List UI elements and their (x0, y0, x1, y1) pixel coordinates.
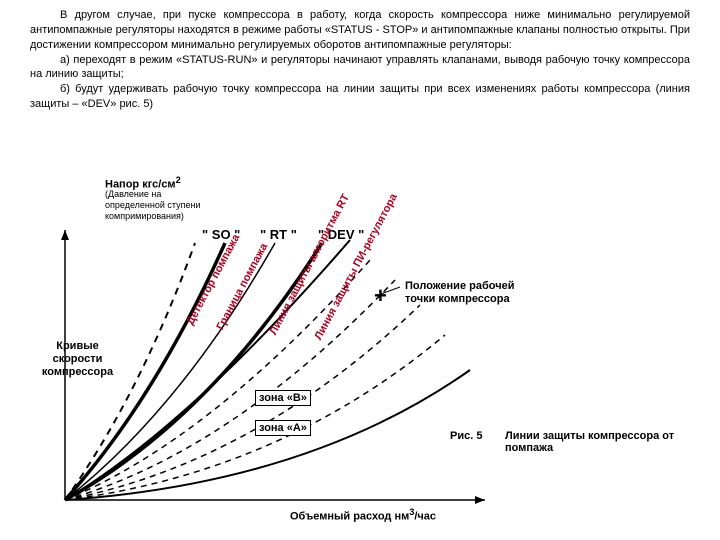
paragraph-item-a: а) переходят в режим «STATUS-RUN» и регу… (30, 53, 690, 83)
op-point-marker: + (374, 283, 387, 309)
paragraph-item-b: б) будут удерживать рабочую точку компре… (30, 82, 690, 112)
op-point-label: Положение рабочей точки компрессора (405, 280, 545, 306)
zone-a-label: зона «А» (255, 420, 311, 436)
speed-curves-label: Кривые скорости компрессора (30, 340, 125, 380)
chart-container: Напор кгс/см2 (Давление на определенной … (30, 175, 690, 530)
figure-caption: Линии защиты компрессора от помпажа (505, 430, 715, 454)
figure-number: Рис. 5 (450, 430, 482, 442)
paragraph-intro: В другом случае, при пуске компрессора в… (30, 8, 690, 53)
zone-b-label: зона «В» (255, 390, 311, 406)
x-axis-label: Объемный расход нм3/час (290, 507, 436, 523)
y-axis-sublabel: (Давление на определенной ступени компри… (105, 189, 215, 221)
